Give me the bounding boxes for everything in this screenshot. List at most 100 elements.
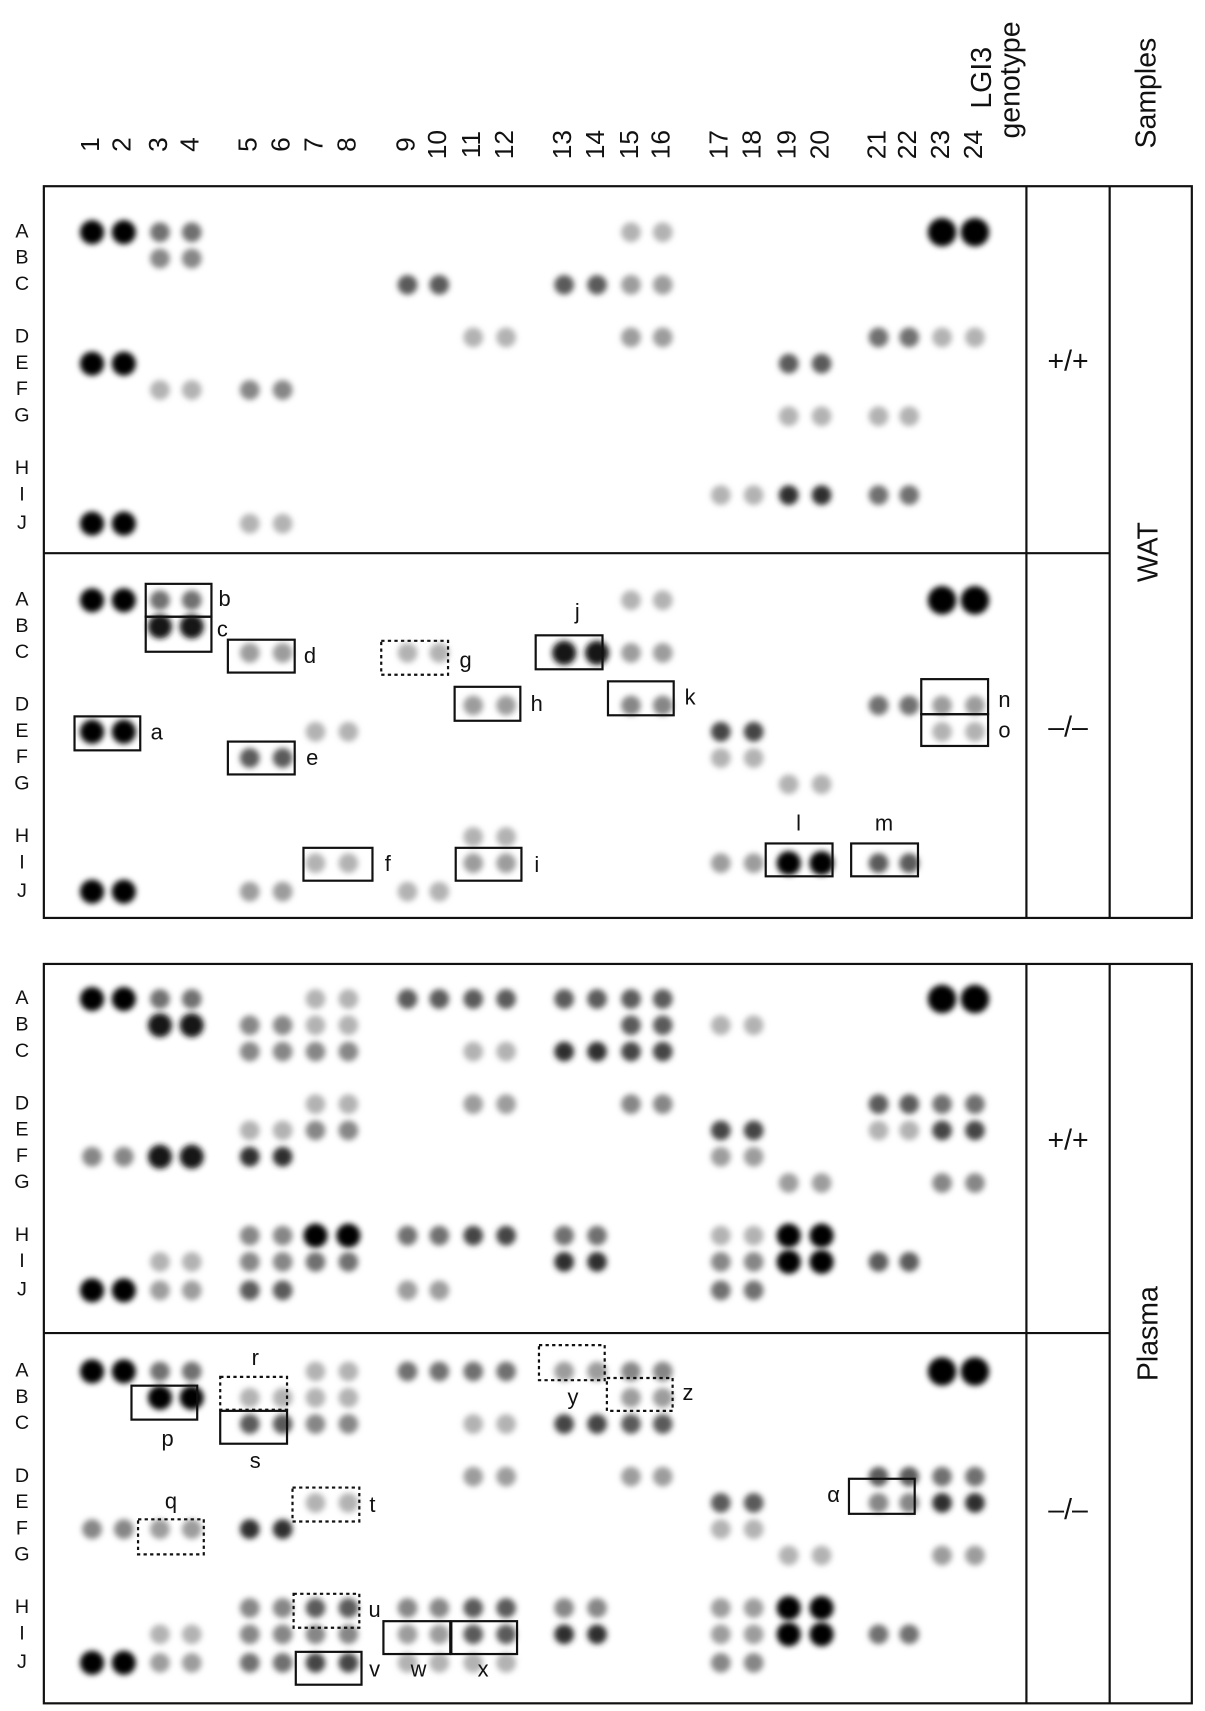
annotation-box bbox=[453, 685, 522, 722]
dot bbox=[397, 642, 418, 663]
dot bbox=[305, 1414, 326, 1434]
dot bbox=[621, 1041, 641, 1062]
annotation-label: k bbox=[685, 685, 696, 710]
dot bbox=[899, 1624, 920, 1645]
dot bbox=[587, 1041, 607, 1062]
row-letter: D bbox=[15, 1092, 29, 1114]
annotation-label: o bbox=[998, 718, 1010, 743]
dot bbox=[710, 1624, 731, 1645]
dot bbox=[239, 380, 260, 400]
dot bbox=[150, 1280, 170, 1301]
dot bbox=[111, 986, 136, 1012]
dot bbox=[743, 1015, 764, 1036]
dot bbox=[868, 1252, 889, 1272]
dot bbox=[429, 1225, 450, 1246]
dot bbox=[652, 274, 673, 295]
dot bbox=[496, 1598, 516, 1618]
annotation-box bbox=[302, 846, 374, 882]
dot bbox=[305, 1015, 326, 1036]
row-letter: I bbox=[19, 851, 24, 873]
dot bbox=[338, 1120, 359, 1141]
dot bbox=[899, 1466, 920, 1487]
dot bbox=[79, 588, 105, 613]
dot bbox=[179, 1013, 204, 1038]
dot bbox=[150, 989, 170, 1009]
dot bbox=[272, 1120, 293, 1141]
dot bbox=[338, 989, 359, 1009]
dot bbox=[113, 1519, 134, 1540]
annotation-label: q bbox=[165, 1489, 177, 1514]
dot bbox=[811, 353, 832, 374]
dot bbox=[239, 1519, 260, 1540]
dot bbox=[305, 989, 326, 1009]
dot bbox=[272, 1225, 293, 1246]
dot bbox=[181, 248, 202, 269]
dot bbox=[496, 1361, 516, 1382]
dot bbox=[429, 1652, 450, 1673]
annotation-box bbox=[144, 615, 213, 653]
dot bbox=[429, 1280, 450, 1301]
dot bbox=[868, 1120, 889, 1141]
annotation-box bbox=[130, 1384, 199, 1421]
dot bbox=[338, 1414, 359, 1434]
annotation-box bbox=[537, 1344, 606, 1382]
dot bbox=[965, 1173, 985, 1193]
dot bbox=[899, 406, 920, 427]
dot bbox=[338, 1387, 359, 1408]
dot bbox=[305, 1252, 326, 1272]
dot bbox=[743, 1146, 764, 1167]
row-letter: E bbox=[15, 1119, 28, 1141]
dot bbox=[776, 1223, 801, 1248]
dot bbox=[113, 1146, 134, 1167]
row-letter: A bbox=[15, 987, 29, 1009]
row-letter: A bbox=[15, 220, 29, 242]
annotation-label: n bbox=[998, 687, 1010, 712]
dot bbox=[868, 1466, 889, 1487]
annotation-box bbox=[764, 842, 834, 878]
dot bbox=[239, 1041, 260, 1062]
genotype-label: +/+ bbox=[1047, 1124, 1088, 1156]
dot bbox=[652, 1414, 673, 1434]
dot bbox=[496, 327, 516, 348]
annotation-label: a bbox=[151, 720, 164, 745]
annotation-box bbox=[73, 715, 142, 752]
annotation-label: p bbox=[162, 1426, 174, 1451]
dot bbox=[899, 1120, 920, 1141]
annotation-box bbox=[292, 1592, 361, 1629]
row-letter: F bbox=[16, 1145, 28, 1167]
genotype-label: –/– bbox=[1048, 711, 1088, 743]
dot bbox=[272, 380, 293, 400]
dot bbox=[272, 881, 293, 902]
row-letter: B bbox=[15, 1386, 28, 1408]
annotation-label: e bbox=[306, 745, 318, 770]
dot bbox=[778, 1545, 799, 1566]
dot bbox=[429, 989, 450, 1009]
dot bbox=[338, 1652, 359, 1673]
dot bbox=[932, 1094, 952, 1115]
dot bbox=[239, 1280, 260, 1301]
dot bbox=[147, 1144, 173, 1169]
dot bbox=[743, 1225, 764, 1246]
dot bbox=[179, 1385, 204, 1410]
dot bbox=[181, 1252, 202, 1272]
dot bbox=[338, 1493, 359, 1513]
dot bbox=[305, 853, 326, 874]
dot bbox=[932, 1466, 952, 1487]
dot bbox=[652, 1094, 673, 1115]
dot bbox=[305, 1624, 326, 1645]
dot bbox=[710, 1120, 731, 1141]
column-number: 2 bbox=[107, 137, 137, 152]
dot bbox=[272, 1652, 293, 1673]
genotype-header: LGI3 bbox=[966, 47, 998, 109]
dot bbox=[496, 1652, 516, 1673]
dot bbox=[272, 1280, 293, 1301]
dot bbox=[179, 614, 204, 639]
dot bbox=[621, 1466, 641, 1487]
dot bbox=[147, 1385, 173, 1410]
dot bbox=[338, 1624, 359, 1645]
column-number: 6 bbox=[266, 137, 296, 152]
dot bbox=[79, 1650, 105, 1675]
dot bbox=[150, 222, 170, 243]
dot bbox=[932, 721, 952, 742]
dot bbox=[554, 1361, 575, 1382]
